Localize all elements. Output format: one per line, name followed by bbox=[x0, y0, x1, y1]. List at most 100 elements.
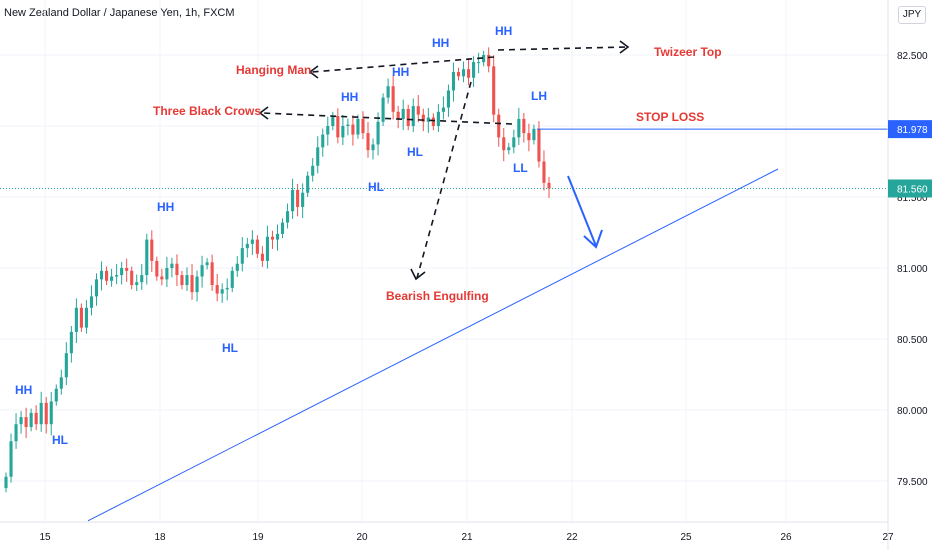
candle bbox=[336, 108, 340, 144]
candle bbox=[240, 237, 244, 272]
candle bbox=[260, 246, 264, 267]
candle-body bbox=[140, 275, 144, 283]
candle-body bbox=[492, 66, 496, 115]
candle bbox=[125, 258, 129, 282]
candle bbox=[190, 264, 194, 300]
structure-label: HH bbox=[392, 65, 409, 79]
candle bbox=[316, 136, 320, 174]
candle bbox=[74, 298, 78, 343]
price-axis[interactable]: 79.500 80.000 80.500 81.000 81.500 82.500 81.9… bbox=[887, 0, 932, 550]
candle bbox=[527, 123, 531, 152]
candle-body bbox=[311, 165, 315, 176]
candle-body bbox=[29, 412, 33, 428]
candle-body bbox=[361, 118, 365, 134]
candle bbox=[426, 108, 430, 133]
candle bbox=[366, 122, 370, 158]
candle-body bbox=[200, 265, 204, 277]
candle bbox=[270, 230, 275, 249]
candle-body bbox=[421, 114, 425, 122]
candle-body bbox=[336, 116, 340, 138]
candle bbox=[436, 104, 440, 132]
candle bbox=[19, 411, 23, 434]
twizeer-top-dashed-arrow bbox=[497, 46, 628, 51]
candle bbox=[497, 108, 501, 147]
down-arrow-icon bbox=[567, 175, 597, 247]
candle bbox=[376, 112, 380, 156]
candle bbox=[537, 121, 541, 168]
candle-body bbox=[79, 307, 83, 328]
candle-body bbox=[527, 133, 531, 141]
candle bbox=[235, 256, 239, 277]
candle-body bbox=[356, 118, 360, 135]
candle-body bbox=[9, 441, 13, 477]
candle-body bbox=[125, 268, 129, 271]
candle-body bbox=[195, 276, 199, 293]
candle bbox=[321, 128, 325, 157]
price-tick-label: 81.000 bbox=[897, 264, 928, 275]
candle-body bbox=[291, 189, 295, 212]
candle-body bbox=[19, 417, 23, 425]
candle bbox=[89, 285, 94, 316]
candle-body bbox=[477, 62, 481, 64]
hanging-man-dashed-arrow bbox=[311, 56, 495, 73]
candle-body bbox=[190, 275, 194, 293]
candle bbox=[280, 218, 285, 239]
candle-body bbox=[401, 108, 405, 119]
candle-body bbox=[220, 289, 224, 294]
candle-body bbox=[482, 55, 486, 63]
candle bbox=[245, 237, 249, 258]
candle bbox=[200, 255, 204, 288]
candle-body bbox=[436, 111, 440, 126]
candle-body bbox=[155, 260, 159, 277]
candle-body bbox=[104, 270, 109, 281]
candle-body bbox=[175, 263, 179, 276]
structure-label: HH bbox=[495, 24, 512, 38]
candle-body bbox=[34, 412, 38, 425]
candle bbox=[502, 127, 506, 162]
arrowhead-icon bbox=[258, 106, 269, 120]
candle bbox=[54, 384, 58, 406]
candle bbox=[341, 114, 345, 146]
currency-badge[interactable]: JPY bbox=[898, 6, 926, 24]
candle bbox=[401, 99, 405, 130]
candle-body bbox=[59, 377, 63, 389]
arrowhead-icon bbox=[583, 229, 603, 249]
candle-body bbox=[502, 137, 506, 151]
candle-body bbox=[411, 106, 415, 126]
candle bbox=[265, 225, 270, 269]
candle-body bbox=[49, 401, 53, 425]
candle bbox=[250, 230, 254, 255]
candle bbox=[44, 396, 48, 434]
candle bbox=[99, 261, 104, 291]
candle bbox=[220, 283, 224, 303]
time-tick-label: 25 bbox=[680, 532, 692, 543]
time-tick-label: 18 bbox=[154, 532, 166, 543]
candle-body bbox=[351, 124, 355, 135]
candle bbox=[170, 257, 174, 278]
candle-body bbox=[391, 86, 395, 112]
price-tick-label: 82.500 bbox=[897, 51, 928, 62]
pattern-label-hanging-man: Hanging Man bbox=[236, 63, 311, 77]
price-tick-label: 80.500 bbox=[897, 335, 928, 346]
candle bbox=[431, 113, 435, 131]
candle bbox=[225, 278, 229, 301]
candle-body bbox=[512, 137, 516, 148]
candle bbox=[14, 413, 18, 449]
candle-body bbox=[185, 275, 189, 286]
candle bbox=[396, 105, 400, 129]
ascending-trendline bbox=[87, 168, 779, 522]
candle-body bbox=[537, 128, 541, 162]
candle bbox=[110, 268, 114, 287]
candle-body bbox=[230, 270, 234, 288]
candle-body bbox=[547, 182, 551, 189]
structure-label: HL bbox=[407, 145, 423, 159]
time-axis[interactable]: 15 18 19 20 21 22 25 26 27 bbox=[0, 521, 894, 543]
candle bbox=[210, 254, 214, 292]
candle bbox=[507, 143, 511, 155]
candle bbox=[361, 111, 365, 140]
candle-body bbox=[160, 276, 164, 280]
candle bbox=[446, 84, 451, 117]
candle bbox=[482, 50, 486, 67]
candle bbox=[326, 116, 330, 146]
